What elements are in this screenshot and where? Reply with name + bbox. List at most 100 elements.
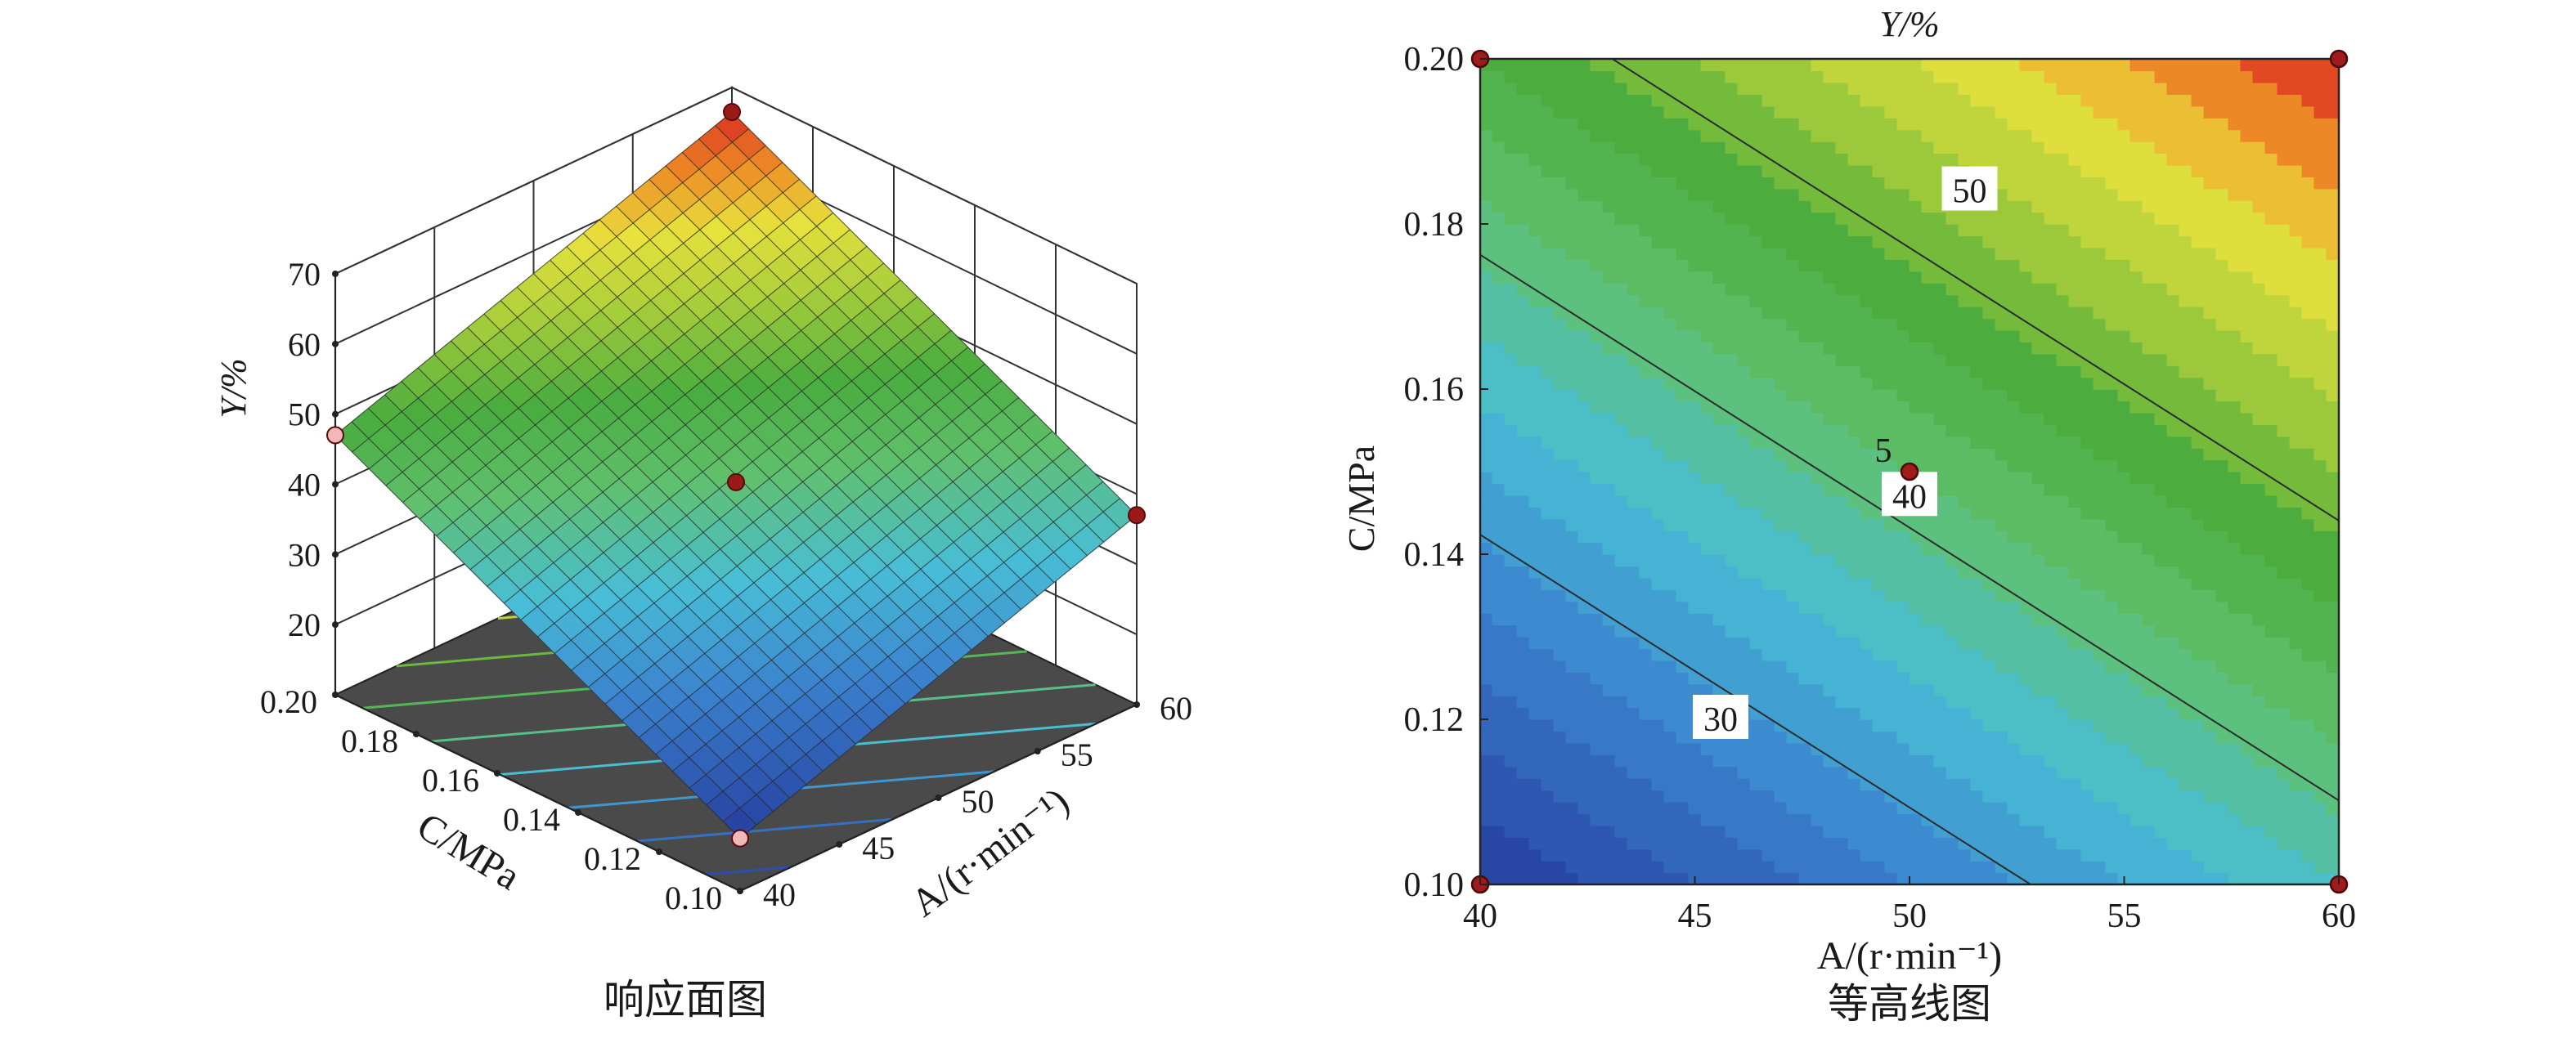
contour-fill-cell: [1958, 282, 1972, 296]
contour-fill-cell: [1590, 660, 1604, 673]
contour-fill-cell: [1933, 718, 1947, 732]
contour-fill-cell: [1749, 93, 1763, 107]
y-axis-ticks-3d: 0.100.120.140.160.180.20: [260, 683, 743, 916]
contour-fill-cell: [2044, 306, 2058, 320]
contour-fill-cell: [1492, 671, 1506, 685]
contour-fill-cell: [1565, 188, 1579, 201]
contour-fill-cell: [2031, 742, 2045, 755]
contour-fill-cell: [1847, 341, 1861, 355]
contour-fill-cell: [1761, 695, 1775, 709]
contour-fill-cell: [2068, 271, 2082, 284]
contour-fill-cell: [1835, 412, 1849, 425]
contour-fill-cell: [1492, 495, 1506, 508]
contour-fill-cell: [2031, 400, 2045, 414]
contour-fill-cell: [1823, 117, 1837, 131]
contour-fill-cell: [2117, 82, 2131, 95]
contour-fill-cell: [1896, 624, 1910, 638]
contour-fill-cell: [1945, 695, 1959, 709]
contour-fill-cell: [2191, 777, 2205, 791]
contour-fill-cell: [1995, 695, 2008, 709]
contour-fill-cell: [2105, 766, 2119, 779]
contour-fill-cell: [1774, 82, 1788, 95]
contour-fill-cell: [1835, 129, 1849, 142]
contour-fill-cell: [2215, 601, 2229, 614]
contour-fill-cell: [1761, 647, 1775, 661]
contour-fill-cell: [2068, 329, 2082, 342]
contour-fill-cell: [2068, 836, 2082, 850]
contour-fill-cell: [2031, 872, 2045, 884]
contour-fill-cell: [1504, 742, 1518, 755]
contour-fill-cell: [1553, 601, 1567, 614]
contour-fill-cell: [1602, 388, 1616, 402]
contour-fill-cell: [2142, 553, 2156, 567]
contour-fill-cell: [1577, 601, 1591, 614]
design-point-marker: [727, 472, 745, 491]
contour-fill-cell: [2154, 825, 2168, 838]
contour-fill-cell: [2142, 601, 2156, 614]
contour-fill-cell: [1786, 282, 1800, 296]
contour-fill-cell: [2019, 459, 2033, 472]
contour-fill-cell: [1553, 506, 1567, 520]
contour-fill-cell: [1786, 82, 1800, 95]
contour-fill-cell: [1602, 565, 1616, 579]
contour-fill-cell: [2179, 471, 2192, 485]
contour-fill-cell: [1823, 647, 1837, 661]
contour-fill-cell: [2044, 730, 2058, 744]
contour-fill-cell: [2080, 93, 2094, 107]
contour-fill-cell: [1982, 812, 1996, 826]
contour-fill-cell: [1982, 790, 1996, 803]
contour-fill-cell: [1995, 636, 2008, 650]
contour-fill-cell: [1737, 353, 1751, 366]
contour-fill-cell: [2056, 518, 2070, 531]
contour-fill-cell: [2056, 553, 2070, 567]
contour-fill-cell: [1725, 601, 1739, 614]
contour-fill-cell: [1823, 612, 1837, 626]
contour-fill-cell: [1995, 223, 2008, 237]
contour-fill-cell: [1639, 589, 1653, 602]
contour-fill-cell: [1688, 542, 1702, 555]
contour-fill-cell: [2154, 235, 2168, 248]
contour-fill-cell: [1725, 836, 1739, 850]
contour-fill-cell: [1565, 423, 1579, 437]
contour-fill-cell: [2093, 848, 2107, 862]
contour-fill-cell: [2117, 329, 2131, 342]
contour-fill-cell: [1945, 436, 1959, 449]
contour-fill-cell: [1933, 518, 1947, 531]
contour-fill-cell: [2093, 683, 2107, 696]
contour-fill-cell: [1700, 294, 1714, 307]
contour-fill-cell: [1639, 683, 1653, 696]
contour-fill-cell: [1761, 683, 1775, 696]
contour-fill-cell: [2093, 306, 2107, 320]
contour-fill-cell: [2117, 105, 2131, 119]
contour-fill-cell: [1492, 872, 1506, 884]
contour-fill-cell: [2056, 282, 2070, 296]
contour-fill-cell: [1823, 365, 1837, 378]
contour-fill-cell: [2031, 212, 2045, 225]
contour-fill-cell: [1651, 341, 1665, 355]
contour-fill-cell: [1847, 742, 1861, 755]
contour-fill-cell: [1480, 341, 1493, 355]
contour-fill-cell: [1749, 82, 1763, 95]
contour-fill-cell: [1663, 612, 1677, 626]
contour-fill-cell: [1492, 93, 1506, 107]
contour-fill-cell: [1639, 412, 1653, 425]
contour-fill-cell: [2117, 353, 2131, 366]
contour-fill-cell: [1577, 860, 1591, 874]
contour-fill-cell: [1786, 801, 1800, 815]
contour-fill-cell: [1627, 93, 1640, 107]
contour-fill-cell: [1639, 707, 1653, 720]
contour-fill-cell: [1921, 212, 1935, 225]
contour-fill-cell: [1970, 671, 1984, 685]
contour-fill-cell: [1811, 718, 1824, 732]
contour-fill-cell: [1896, 577, 1910, 590]
contour-fill-cell: [1516, 329, 1530, 342]
contour-fill-cell: [2080, 306, 2094, 320]
contour-fill-cell: [2191, 412, 2205, 425]
contour-fill-cell: [1896, 199, 1910, 213]
contour-fill-cell: [1480, 777, 1493, 791]
contour-fill-cell: [1774, 388, 1788, 402]
contour-fill-cell: [1590, 695, 1604, 709]
contour-fill-cell: [1860, 730, 1874, 744]
contour-fill-cell: [1995, 577, 2008, 590]
contour-fill-cell: [1847, 69, 1861, 83]
